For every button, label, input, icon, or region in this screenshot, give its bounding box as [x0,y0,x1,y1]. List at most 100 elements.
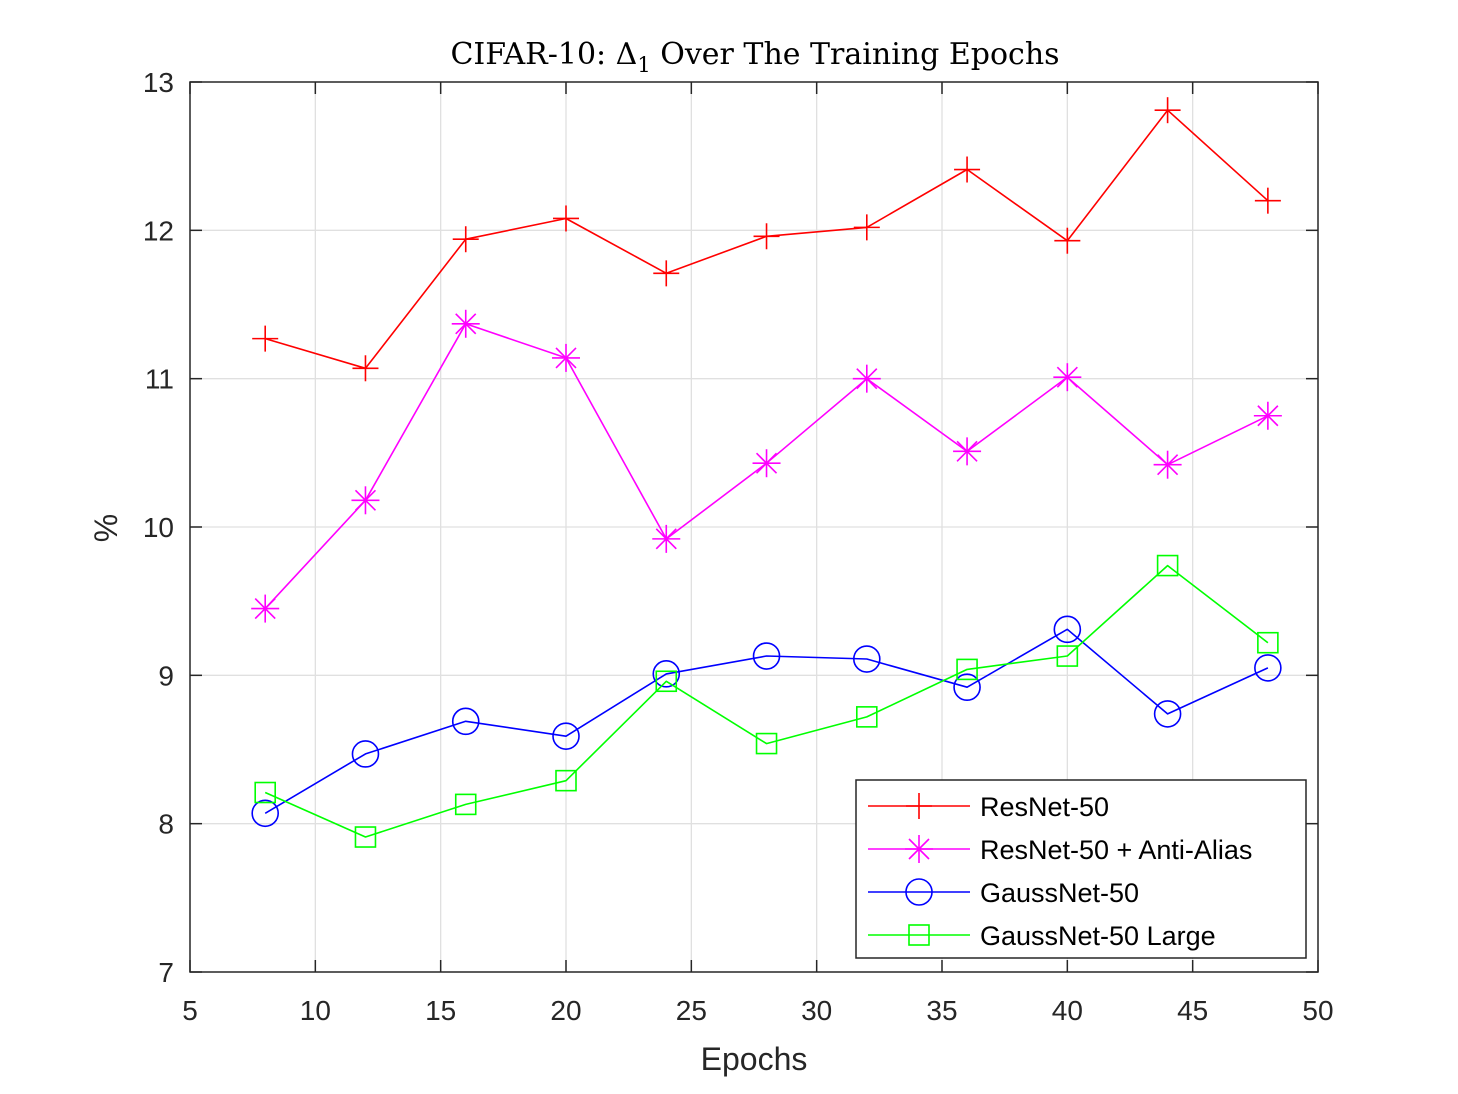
data-point-3-5-box [755,732,778,755]
data-point-2-1 [351,740,380,768]
x-tick-label: 20 [550,995,581,1026]
chart-title-subscript: 1 [637,53,650,77]
legend-items: ResNet-50 ResNet-50 + Anti-Alias GaussNet-… [868,792,1252,951]
data-point-2-2-ring [451,707,480,736]
data-point-1-2-d2 [455,313,477,335]
data-point-2-10-ring [1254,654,1282,682]
data-point-2-4 [652,660,681,688]
data-point-1-8 [1053,363,1082,392]
data-point-2-4-ring [652,660,681,688]
data-point-1-10 [1253,401,1282,430]
series-line-2 [264,628,1269,814]
data-point-2-6 [852,645,881,673]
data-point-2-7-ring [953,673,981,702]
data-point-2-3-ring [552,722,580,750]
legend-box [855,779,1307,959]
data-point-3-6 [855,706,878,728]
axis-ticks: 5 10 15 20 25 30 35 40 45 50 7 8 9 10 11 12 13 [143,67,1334,1026]
data-point-3-9-box [1156,554,1179,577]
legend-marker-3 [908,924,930,946]
data-point-2-9-ring [1153,700,1182,728]
y-tick-label: 13 [143,67,174,98]
data-point-3-9 [1156,554,1179,577]
x-axis-label: Epochs [701,1041,808,1077]
series-line-3 [264,564,1269,838]
data-point-1-0 [251,594,280,623]
legend-item-2: GaussNet-50 [868,878,1139,908]
legend-item-0: ResNet-50 [868,792,1109,822]
data-point-3-7-box [956,658,978,681]
series-2 [251,615,1282,828]
data-point-1-9-d2 [1157,454,1179,476]
data-point-2-5-ring [752,642,781,670]
chart-title-suffix: Over The Training Epochs [651,37,1060,72]
data-point-1-4-d2 [655,528,677,550]
legend-marker-0 [906,793,932,819]
legend-marker-1 [905,835,933,863]
data-point-3-1-box [354,826,377,848]
y-tick-label: 12 [143,215,174,246]
series-1 [251,309,1282,623]
legend-label-0: ResNet-50 [980,792,1109,822]
chart-title: CIFAR-10: Δ1 Over The Training Epochs [450,37,1059,77]
legend-marker-2 [905,878,933,906]
x-tick-label: 50 [1302,995,1333,1026]
data-point-2-0 [251,799,280,828]
data-point-1-5 [752,449,781,478]
data-point-3-4-box [655,670,678,693]
data-point-0-6 [853,214,880,241]
data-point-2-7 [953,673,981,702]
data-point-3-0 [254,781,276,804]
data-point-2-5 [752,642,781,670]
series-layer [251,97,1282,848]
data-point-1-2 [451,309,480,338]
data-point-2-8-ring [1053,615,1082,644]
y-tick-label: 9 [158,660,174,691]
data-point-1-4 [652,524,681,553]
legend-marker-2-ring [905,878,933,906]
legend-label-1: ResNet-50 + Anti-Alias [980,835,1252,865]
data-point-1-6-d2 [856,368,878,390]
data-point-1-1 [351,486,380,515]
data-point-0-1 [352,355,379,382]
data-point-1-9 [1153,450,1182,479]
data-point-2-6-ring [852,645,881,673]
y-axis-label: % [88,514,124,542]
x-tick-label: 25 [676,995,707,1026]
data-point-3-4 [655,670,678,693]
x-tick-label: 5 [182,995,198,1026]
legend-marker-1-d2 [908,838,930,860]
data-point-3-3-box [555,769,577,792]
data-point-1-7 [953,437,982,466]
data-point-0-7 [954,156,981,183]
data-point-0-3 [553,205,579,232]
data-point-3-10-box [1257,631,1279,654]
data-point-0-2 [452,226,479,253]
data-point-2-10 [1254,654,1282,682]
data-point-3-8-box [1056,645,1079,667]
data-point-3-6-box [855,706,878,728]
data-point-1-7-d2 [956,440,978,462]
chart-title-prefix: CIFAR-10: Δ [450,37,637,72]
data-point-3-10 [1257,631,1279,654]
y-tick-label: 10 [143,512,174,543]
legend-item-3: GaussNet-50 Large [868,921,1216,951]
legend-label-3: GaussNet-50 Large [980,921,1216,951]
legend-item-1: ResNet-50 + Anti-Alias [868,835,1252,865]
series-3 [254,554,1279,848]
data-point-1-5-d2 [755,452,778,474]
x-tick-label: 30 [801,995,832,1026]
data-point-2-3 [552,722,580,750]
y-tick-label: 7 [158,957,174,988]
data-point-2-1-ring [351,740,380,768]
data-point-1-3-d2 [555,347,577,369]
x-tick-label: 40 [1052,995,1083,1026]
data-point-3-0-box [254,781,276,804]
data-point-0-4 [653,260,680,287]
y-tick-label: 8 [158,809,174,840]
data-point-3-2-box [454,793,477,816]
x-tick-label: 10 [300,995,331,1026]
data-point-1-0-d2 [254,598,276,620]
data-point-3-2 [454,793,477,816]
